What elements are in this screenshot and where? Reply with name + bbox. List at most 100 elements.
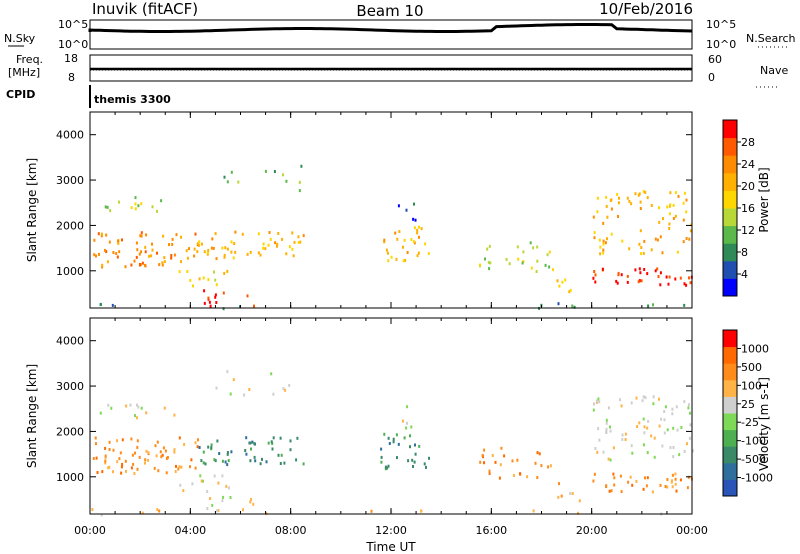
echo-cell	[93, 253, 96, 257]
echo-cell	[135, 255, 138, 259]
echo-cell	[130, 263, 133, 267]
echo-cell	[117, 239, 119, 243]
y-tick-label: 2000	[56, 219, 84, 232]
echo-cell	[253, 455, 256, 459]
echo-cell	[628, 247, 631, 251]
echo-cell	[214, 295, 217, 299]
echo-cell	[680, 426, 683, 429]
echo-cell	[678, 453, 681, 457]
echo-cell	[156, 508, 159, 512]
echo-cell	[163, 256, 166, 260]
echo-cell	[428, 456, 430, 460]
echo-cell	[302, 462, 305, 466]
echo-cell	[198, 446, 201, 449]
echo-cell	[564, 278, 567, 282]
echo-cell	[140, 231, 143, 235]
echo-cell	[598, 400, 601, 404]
echo-cell	[689, 411, 691, 415]
echo-cell	[137, 405, 140, 409]
echo-cell	[224, 460, 227, 464]
echo-cell	[224, 246, 227, 250]
echo-cell	[226, 463, 229, 467]
echo-cell	[592, 479, 595, 483]
echo-cell	[194, 441, 197, 445]
echo-cell	[606, 215, 609, 219]
echo-cell	[483, 461, 485, 465]
echo-cell	[424, 242, 427, 246]
colorbar-swatch	[723, 479, 737, 497]
echo-cell	[666, 428, 669, 432]
echo-cell	[386, 251, 389, 255]
echo-cell	[259, 462, 262, 466]
echo-cell	[652, 402, 655, 406]
echo-cell	[163, 260, 166, 264]
echo-cell	[118, 457, 121, 461]
freq-bottom-label: 8	[68, 71, 75, 84]
echo-cell	[100, 234, 103, 238]
echo-cell	[226, 452, 229, 456]
echo-cell	[686, 442, 688, 446]
echo-cell	[420, 509, 423, 513]
echo-cell	[120, 465, 123, 469]
x-tick-label: 20:00	[576, 524, 608, 537]
echo-cell	[380, 447, 383, 451]
echo-cell	[116, 460, 119, 464]
echo-cell	[671, 473, 674, 477]
echo-cell	[488, 471, 491, 475]
echo-cell	[548, 265, 551, 269]
echo-cell	[178, 270, 181, 274]
x-tick-label: 08:00	[275, 524, 307, 537]
echo-cell	[638, 267, 641, 271]
echo-cell	[156, 251, 158, 255]
echo-cell	[535, 270, 538, 273]
echo-cell	[245, 452, 248, 456]
echo-cell	[141, 261, 144, 265]
echo-cell	[536, 476, 539, 479]
colorbar-swatch	[723, 155, 737, 174]
echo-cell	[282, 173, 284, 177]
echo-cell	[602, 221, 605, 225]
echo-cell	[158, 263, 161, 267]
echo-cell	[279, 436, 282, 440]
echo-cell	[202, 479, 204, 483]
echo-cell	[674, 482, 677, 486]
echo-cell	[631, 483, 634, 487]
echo-cell	[221, 246, 224, 250]
echo-cell	[674, 477, 677, 481]
echo-cell	[207, 296, 210, 300]
echo-cell	[652, 395, 655, 399]
echo-cell	[253, 304, 255, 308]
y-tick-label: 3000	[56, 174, 84, 187]
echo-cell	[261, 457, 263, 461]
echo-cell	[593, 472, 596, 476]
echo-cell	[272, 436, 275, 440]
echo-cell	[296, 436, 299, 440]
echo-cell	[679, 276, 682, 280]
echo-cell	[488, 244, 491, 248]
power-colorbar-title: Power [dB]	[757, 167, 771, 232]
echo-cell	[279, 462, 282, 465]
echo-cell	[664, 405, 667, 409]
echo-cell	[173, 413, 176, 417]
echo-cell	[163, 406, 166, 410]
echo-cell	[138, 455, 141, 459]
echo-cell	[644, 476, 646, 480]
echo-cell	[211, 503, 214, 507]
echo-cell	[521, 261, 524, 265]
echo-cell	[213, 270, 215, 274]
echo-cell	[519, 472, 522, 476]
colorbar-label: 28	[741, 136, 755, 149]
echo-cell	[608, 406, 610, 410]
echo-cell	[388, 442, 391, 445]
colorbar-label: -500	[741, 453, 766, 466]
echo-cell	[626, 280, 629, 284]
echo-cell	[190, 458, 193, 462]
echo-cell	[661, 251, 664, 255]
echo-cell	[656, 238, 659, 242]
echo-cell	[571, 304, 574, 308]
echo-cell	[593, 270, 596, 273]
colorbar-swatch	[723, 396, 737, 414]
echo-cell	[198, 277, 201, 281]
echo-cell	[685, 210, 688, 214]
echo-cell	[171, 243, 174, 246]
